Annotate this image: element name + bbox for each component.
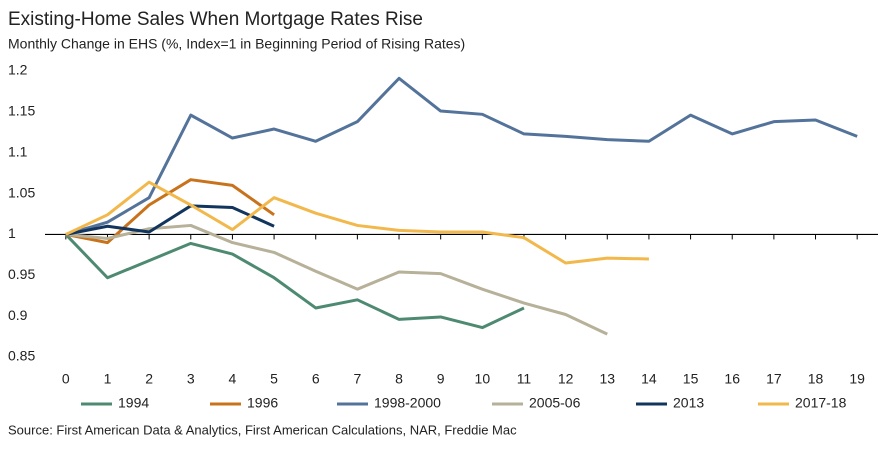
y-tick-label: 0.85 [8,348,35,364]
y-tick-label: 0.95 [8,266,35,282]
legend-label: 1996 [247,395,278,411]
x-tick-label: 9 [437,371,445,387]
series-line [65,180,649,265]
chart-title: Existing-Home Sales When Mortgage Rates … [8,9,423,30]
x-tick-label: 4 [229,371,237,387]
legend-label: 1994 [118,395,149,411]
y-tick-label: 1.05 [8,184,35,200]
legend-label: 2013 [673,395,704,411]
x-tick-label: 5 [270,371,278,387]
x-tick-label: 16 [724,371,740,387]
x-tick-label: 8 [395,371,403,387]
legend-label: 2005-06 [529,395,581,411]
x-tick-label: 14 [641,371,657,387]
x-tick-label: 0 [62,371,70,387]
x-tick-label: 11 [517,371,532,387]
legend-label: 2017-18 [795,395,847,411]
x-tick-label: 13 [599,371,615,387]
x-tick-label: 18 [808,371,824,387]
chart-subtitle: Monthly Change in EHS (%, Index=1 in Beg… [8,36,465,52]
series-line [65,204,275,236]
x-tick-label: 7 [353,371,361,387]
series-line [64,233,525,330]
x-tick-label: 12 [558,371,574,387]
series-line [65,76,858,236]
x-tick-label: 6 [312,371,320,387]
x-tick-label: 19 [849,371,865,387]
x-tick-label: 2 [145,371,153,387]
legend-label: 1998-2000 [374,395,441,411]
x-tick-label: 10 [475,371,491,387]
x-tick-label: 17 [766,371,782,387]
y-tick-label: 1.1 [8,143,28,159]
y-tick-label: 0.9 [8,307,28,323]
y-tick-label: 1.15 [8,103,35,119]
series-line [65,223,608,336]
x-tick-label: 3 [187,371,195,387]
source: Source: First American Data & Analytics,… [8,422,517,437]
y-tick-label: 1.2 [8,62,28,78]
y-tick-label: 1 [8,225,16,241]
x-tick-label: 1 [104,371,112,387]
x-tick-label: 15 [683,371,699,387]
